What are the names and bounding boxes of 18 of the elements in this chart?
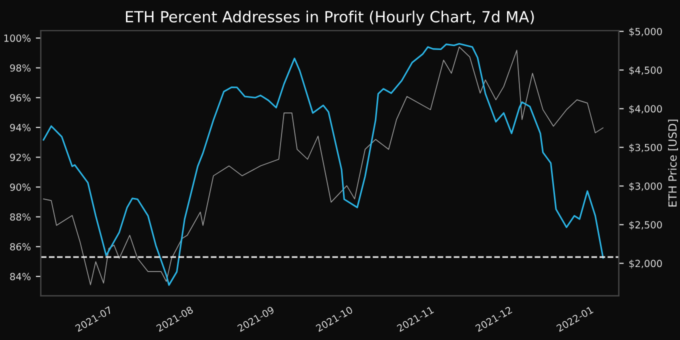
- y2-axis-title: ETH Price [USD]: [668, 120, 678, 206]
- y2-tick-label: $4,000: [629, 104, 662, 114]
- y-tick-label: 90%: [10, 184, 31, 191]
- y-tick-label: 86%: [10, 243, 31, 250]
- y-tick-label: 100%: [4, 34, 31, 42]
- y2-tick-label: $2,500: [629, 220, 662, 230]
- y2-tick-label: $3,000: [629, 182, 662, 192]
- y-tick-label: 92%: [10, 154, 31, 162]
- y2-tick-label: $4,500: [629, 66, 662, 76]
- y2-tick-label: $3,500: [629, 144, 662, 152]
- y-tick-label: 96%: [10, 94, 31, 102]
- y2-tick-label: $2,000: [629, 260, 662, 268]
- y2-tick-label: $5,000: [629, 28, 662, 36]
- y-tick-label: 94%: [10, 124, 31, 132]
- y-tick-label: 98%: [10, 64, 31, 72]
- chart-title: ETH Percent Addresses in Profit (Hourly Chart, 7d MA): [126, 10, 534, 26]
- y-tick-label: 84%: [10, 272, 31, 280]
- y-tick-label: 88%: [10, 213, 31, 221]
